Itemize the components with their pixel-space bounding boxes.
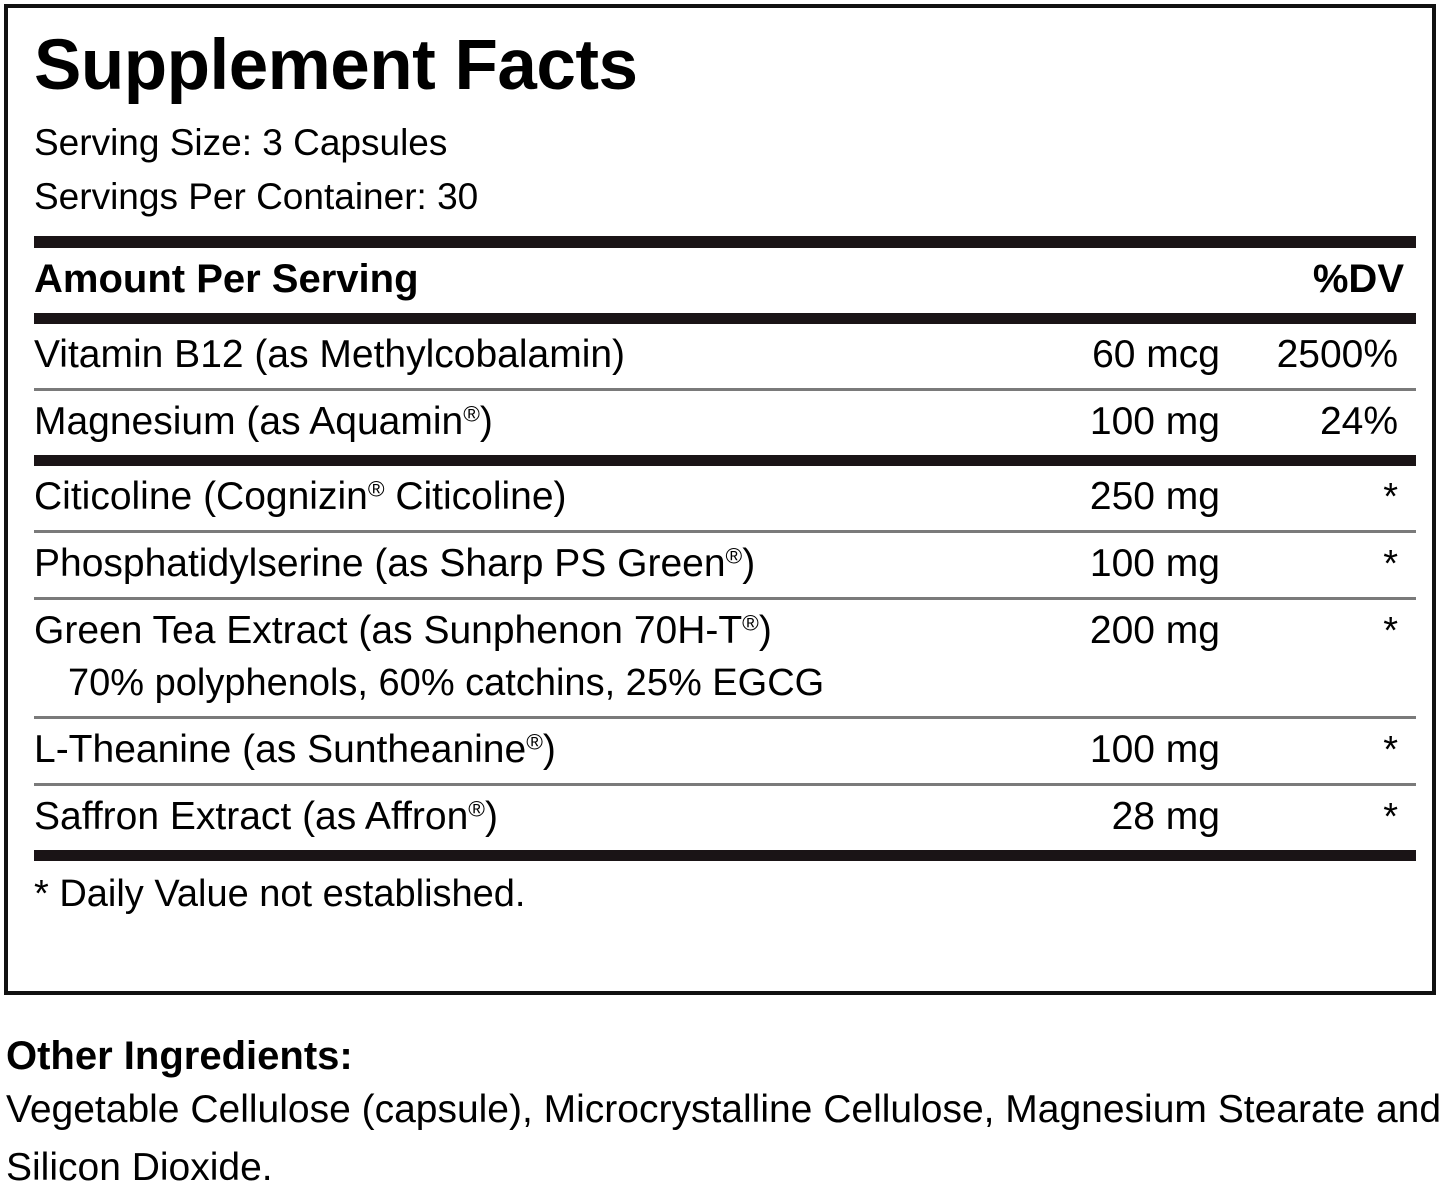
ingredient-sub-line: 70% polyphenols, 60% catchins, 25% EGCG <box>68 661 825 704</box>
ingredient-name-suffix: ) <box>742 541 756 585</box>
rule-thick-above-header <box>34 235 1416 248</box>
servings-per-container: Servings Per Container: 30 <box>34 176 479 218</box>
table-row: Phosphatidylserine (as Sharp PS Green®) … <box>34 533 1416 597</box>
registered-trademark-icon: ® <box>742 610 759 636</box>
ingredient-name: Vitamin B12 (as Methylcobalamin) <box>34 324 894 388</box>
ingredient-name-suffix: ) <box>758 608 772 652</box>
ingredient-dv: 24% <box>1319 399 1398 443</box>
ingredient-amount: 200 mg <box>1089 608 1220 652</box>
table-header-row: Amount Per Serving %DV <box>34 248 1416 313</box>
table-row: Saffron Extract (as Affron®) 28 mg * <box>34 786 1416 850</box>
rule-thin <box>34 715 1416 719</box>
ingredient-name: Citicoline (Cognizin® Citicoline) <box>34 466 894 530</box>
ingredient-name: Saffron Extract (as Affron®) <box>34 786 894 850</box>
serving-info: Serving Size: 3 Capsules Servings Per Co… <box>34 116 1412 223</box>
ingredient-dv: 2500% <box>1276 332 1398 376</box>
table-row: Citicoline (Cognizin® Citicoline) 250 mg… <box>34 466 1416 530</box>
rule-thin <box>34 596 1416 600</box>
rule-thick-below-vitamins <box>34 454 1416 466</box>
ingredient-name-text: Saffron Extract (as Affron <box>34 794 469 838</box>
registered-trademark-icon: ® <box>725 543 743 569</box>
table-row: Green Tea Extract (as Sunphenon 70H-T®) … <box>34 600 1416 716</box>
registered-trademark-icon: ® <box>468 796 485 822</box>
ingredient-name-suffix: ) <box>484 794 498 838</box>
ingredient-name-suffix: ) <box>479 399 493 443</box>
other-ingredients-section: Other Ingredients: Vegetable Cellulose (… <box>6 1032 1445 1198</box>
ingredient-name: Green Tea Extract (as Sunphenon 70H-T®) … <box>34 600 894 716</box>
table-row: Magnesium (as Aquamin®) 100 mg 24% <box>34 391 1416 455</box>
ingredient-name-text: Vitamin B12 (as Methylcobalamin) <box>34 332 626 376</box>
ingredient-amount: 28 mg <box>1111 794 1220 838</box>
ingredient-amount: 250 mg <box>1089 474 1220 518</box>
asterisk-icon: * <box>1383 542 1398 585</box>
ingredient-name-text: Magnesium (as Aquamin <box>34 399 464 443</box>
asterisk-icon: * <box>1383 728 1398 771</box>
column-header-spacer <box>894 248 1224 313</box>
ingredient-name-text: Green Tea Extract (as Sunphenon 70H-T <box>34 608 743 652</box>
page-title: Supplement Facts <box>34 26 638 105</box>
ingredient-name-text: Phosphatidylserine (as Sharp PS Green <box>34 541 726 585</box>
ingredient-name: Magnesium (as Aquamin®) <box>34 391 894 455</box>
registered-trademark-icon: ® <box>526 729 543 755</box>
table-row: Vitamin B12 (as Methylcobalamin) 60 mcg … <box>34 324 1416 388</box>
rule-thick-above-footnote <box>34 849 1416 861</box>
ingredient-dv: * <box>1224 719 1416 783</box>
ingredient-dv: * <box>1224 533 1416 597</box>
rule-thin <box>34 782 1416 786</box>
ingredient-name: Phosphatidylserine (as Sharp PS Green®) <box>34 533 894 597</box>
ingredient-amount: 60 mcg <box>1092 332 1220 376</box>
ingredient-name: L-Theanine (as Suntheanine®) <box>34 719 894 783</box>
ingredient-name-text: Citicoline (Cognizin <box>34 474 368 518</box>
nutrition-table: Amount Per Serving %DV <box>34 248 1416 313</box>
rule-thin <box>34 529 1416 533</box>
daily-value-footnote: * Daily Value not established. <box>34 872 526 915</box>
ingredient-dv: * <box>1224 600 1416 716</box>
ingredient-name-suffix: Citicoline) <box>384 474 567 518</box>
ingredient-name-suffix: ) <box>542 727 556 771</box>
serving-size: Serving Size: 3 Capsules <box>34 122 448 164</box>
ingredient-amount: 100 mg <box>1089 399 1220 443</box>
rule-thin <box>34 387 1416 391</box>
supplement-facts-content: Supplement Facts Serving Size: 3 Capsule… <box>34 18 1416 983</box>
column-header-amount-per-serving: Amount Per Serving <box>34 256 419 301</box>
ingredient-dv: * <box>1224 466 1416 530</box>
other-ingredients-heading: Other Ingredients: <box>6 1034 353 1078</box>
ingredient-dv: * <box>1224 786 1416 850</box>
asterisk-icon: * <box>1383 795 1398 838</box>
asterisk-icon: * <box>1383 475 1398 518</box>
supplement-facts-panel: Supplement Facts Serving Size: 3 Capsule… <box>4 4 1436 995</box>
table-row: L-Theanine (as Suntheanine®) 100 mg * <box>34 719 1416 783</box>
registered-trademark-icon: ® <box>367 476 385 502</box>
column-header-percent-dv: %DV <box>1312 256 1404 301</box>
ingredient-amount: 100 mg <box>1089 727 1220 771</box>
registered-trademark-icon: ® <box>463 401 480 427</box>
ingredient-amount: 100 mg <box>1089 541 1220 585</box>
asterisk-icon: * <box>1383 609 1398 652</box>
rule-thick-below-header <box>34 312 1416 324</box>
ingredient-name-text: L-Theanine (as Suntheanine <box>34 727 527 771</box>
other-ingredients-body: Vegetable Cellulose (capsule), Microcrys… <box>6 1087 1442 1190</box>
